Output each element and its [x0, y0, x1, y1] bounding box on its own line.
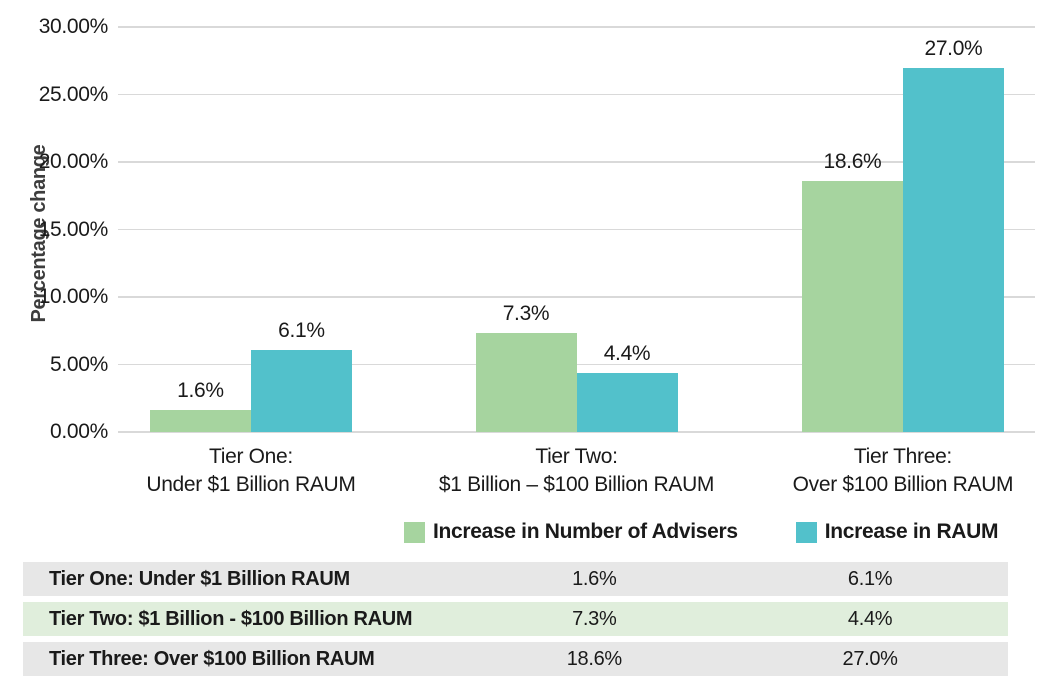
x-axis-category-line: $1 Billion – $100 Billion RAUM — [438, 473, 715, 496]
legend-swatch-advisers — [404, 521, 425, 543]
table-cell-value: 18.6% — [566, 647, 622, 670]
gridline — [118, 363, 1035, 366]
bar-value-label: 18.6% — [823, 149, 882, 173]
x-axis-category-line: Over $100 Billion RAUM — [792, 473, 1014, 496]
legend-label: Increase in RAUM — [824, 520, 999, 543]
bar-value-label: 4.4% — [603, 341, 651, 365]
y-axis-tick-label: 30.00% — [38, 15, 109, 38]
x-axis-category-line: Tier Three: — [853, 445, 952, 468]
table-cell-value: 1.6% — [572, 567, 617, 590]
table-row: Tier Three: Over $100 Billion RAUM 18.6% 2… — [23, 642, 1008, 676]
bar-value-label: 1.6% — [177, 379, 224, 403]
bar-value-label: 6.1% — [278, 318, 325, 342]
bar-group: 18.6% 27.0% — [801, 37, 1004, 432]
x-axis-category-line: Under $1 Billion RAUM — [146, 473, 356, 496]
gridline — [118, 93, 1035, 96]
table-cell-value: 6.1% — [847, 567, 893, 590]
plot-area: 1.6% 6.1% 7.3% 4.4% 18.6% 27.0% — [118, 26, 1035, 433]
bar-raum: 6.1% — [250, 319, 352, 432]
y-axis-tick-label: 10.00% — [38, 285, 109, 308]
table-row-label: Tier Three: Over $100 Billion RAUM — [49, 647, 375, 670]
data-table: Tier One: Under $1 Billion RAUM 1.6% 6.1% T… — [23, 562, 1008, 682]
legend: Increase in Number of Advisers Increase i… — [404, 520, 998, 544]
legend-item: Increase in RAUM — [795, 520, 999, 544]
y-axis-tick-label: 15.00% — [38, 217, 109, 241]
bar-advisers: 7.3% — [475, 302, 577, 432]
y-axis-tick-label: 20.00% — [38, 150, 109, 173]
x-axis-category-label: Tier Two: $1 Billion – $100 Billion RAUM — [438, 443, 715, 499]
bar-raum: 4.4% — [576, 342, 678, 432]
x-axis-category-line: Tier One: — [209, 445, 293, 468]
bar-value-label: 7.3% — [502, 302, 550, 326]
table-cell-value: 4.4% — [847, 607, 893, 630]
x-axis-category-line: Tier Two: — [535, 445, 618, 468]
x-axis-category-label: Tier One: Under $1 Billion RAUM — [146, 443, 356, 499]
gridline — [118, 431, 1035, 433]
bar-advisers: 1.6% — [149, 379, 251, 432]
table-row-label: Tier One: Under $1 Billion RAUM — [49, 567, 350, 590]
gridline — [118, 26, 1035, 28]
bar-group: 7.3% 4.4% — [475, 302, 678, 432]
bar-value-label: 27.0% — [924, 36, 983, 60]
gridline — [118, 161, 1035, 163]
table-row-label: Tier Two: $1 Billion - $100 Billion RAUM — [49, 607, 413, 630]
bar-raum: 27.0% — [902, 37, 1004, 432]
table-cell-value: 7.3% — [572, 607, 617, 630]
bar-advisers: 18.6% — [801, 150, 903, 432]
table-row: Tier Two: $1 Billion - $100 Billion RAUM… — [23, 602, 1008, 636]
bar-group: 1.6% 6.1% — [149, 319, 352, 432]
table-row: Tier One: Under $1 Billion RAUM 1.6% 6.1% — [23, 562, 1008, 596]
legend-item: Increase in Number of Advisers — [404, 520, 738, 544]
gridline — [118, 228, 1035, 231]
y-axis: 30.00% 25.00% 20.00% 15.00% 10.00% 5.00% 0.00% — [0, 0, 109, 460]
legend-swatch-raum — [795, 521, 817, 543]
y-axis-tick-label: 0.00% — [50, 420, 108, 443]
gridline — [118, 296, 1035, 298]
table-cell-value: 27.0% — [842, 647, 898, 670]
x-axis: Tier One: Under $1 Billion RAUM Tier Two: $… — [118, 443, 1035, 505]
y-axis-tick-label: 25.00% — [38, 82, 109, 106]
y-axis-tick-label: 5.00% — [50, 352, 108, 376]
x-axis-category-label: Tier Three: Over $100 Billion RAUM — [793, 443, 1014, 499]
legend-label: Increase in Number of Advisers — [433, 520, 738, 543]
